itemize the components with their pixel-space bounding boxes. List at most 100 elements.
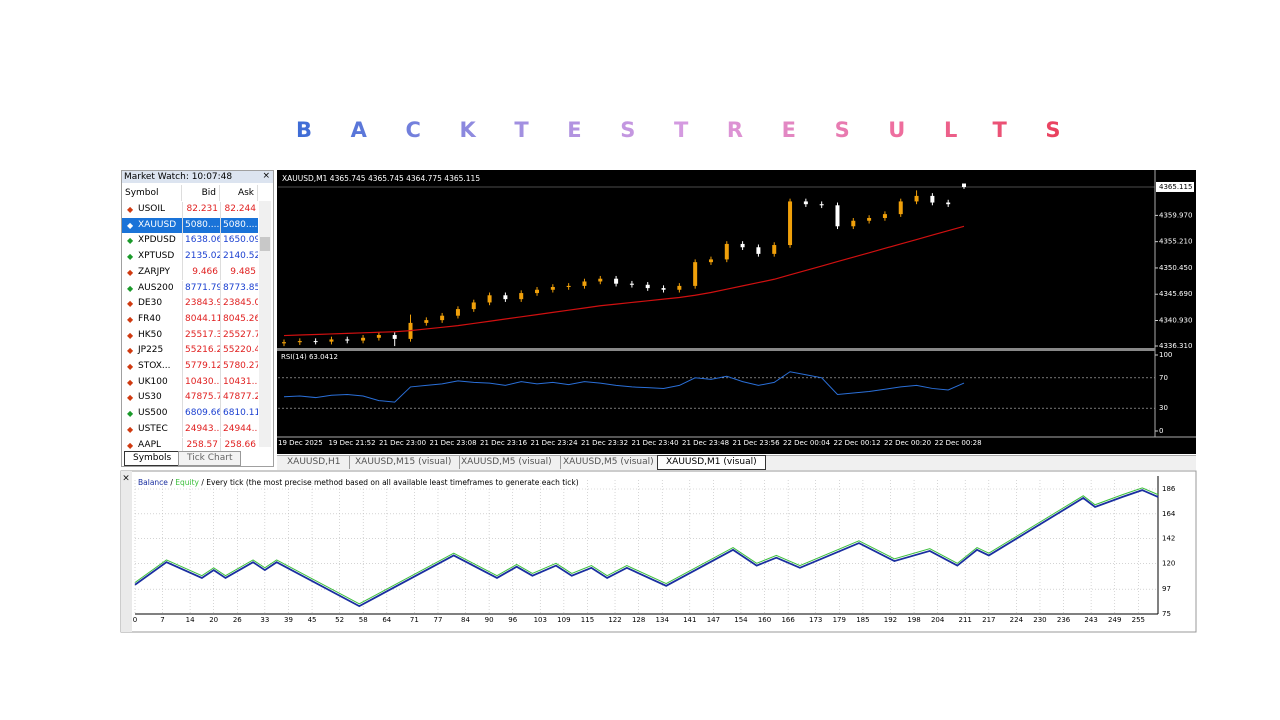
candle-body xyxy=(424,320,429,323)
legend-entry: Equity xyxy=(175,478,199,487)
x-tick-label: 0 xyxy=(133,616,137,624)
chart-tab[interactable]: XAUUSD,M15 (visual) xyxy=(347,456,461,469)
x-tick-label: 185 xyxy=(856,616,869,624)
candle-body xyxy=(962,183,966,187)
rsi-label: RSI(14) 63.0412 xyxy=(281,353,338,361)
y-tick-label: 97 xyxy=(1162,585,1171,593)
x-tick-label: 173 xyxy=(809,616,822,624)
symbol-row[interactable]: ◆ AUS200 8771.79 8773.85 xyxy=(122,280,258,297)
symbol-row[interactable]: ◆ USOIL 82.231 82.244 xyxy=(122,202,258,218)
symbol-row[interactable]: ◆ STOX... 5779.12 5780.27 xyxy=(122,359,258,375)
x-tick-label: 243 xyxy=(1084,616,1097,624)
ask: 9.485 xyxy=(220,264,258,281)
ask: 8045.26 xyxy=(220,311,258,328)
x-tick-label: 96 xyxy=(508,616,517,624)
candle-body xyxy=(313,341,318,343)
symbol-row[interactable]: ◆ JP225 55216.2 55220.4 xyxy=(122,343,258,359)
candle-body xyxy=(803,201,808,205)
ask: 10431.... xyxy=(220,374,258,391)
x-tick-label: 103 xyxy=(534,616,547,624)
candle-body xyxy=(598,278,603,282)
symbol-row[interactable]: ◆ FR40 8044.11 8045.26 xyxy=(122,311,258,328)
symbol-row[interactable]: ◆ AAPL 258.57 258.66 xyxy=(122,437,258,454)
direction-icon: ◆ xyxy=(127,220,133,230)
candle-body xyxy=(629,283,634,285)
chart-tab[interactable]: XAUUSD,M5 (visual) xyxy=(453,456,561,469)
x-tick-label: 154 xyxy=(734,616,748,624)
panel-tab[interactable]: Tick Chart xyxy=(178,451,242,466)
ask: 8773.85 xyxy=(220,280,258,297)
y-tick-label: 75 xyxy=(1162,610,1171,618)
ask: 24944.... xyxy=(220,421,258,438)
x-tick-label: 19 Dec 21:52 xyxy=(329,439,376,447)
symbol-row[interactable]: ◆ DE30 23843.9 23845.0 xyxy=(122,296,258,312)
panel-separator xyxy=(277,348,1155,351)
candle-body xyxy=(329,339,334,342)
symbol-row[interactable]: ◆ XAUUSD 5080.... 5080.... xyxy=(122,217,258,234)
x-tick-label: 147 xyxy=(707,616,720,624)
market-watch: Market Watch: 10:07:48 × Symbol Bid Ask ◆ US… xyxy=(121,170,274,467)
symbol-row[interactable]: ◆ USTEC 24943....24944.... xyxy=(122,421,258,438)
market-watch-title: Market Watch: 10:07:48 xyxy=(122,171,273,183)
direction-icon: ◆ xyxy=(127,409,133,419)
x-tick-label: 166 xyxy=(781,616,795,624)
y-tick-label: 4355.210 xyxy=(1159,238,1192,246)
x-tick-label: 198 xyxy=(907,616,920,624)
candle-body xyxy=(693,262,698,286)
candle-body xyxy=(772,245,777,254)
x-tick-label: 22 Dec 00:04 xyxy=(783,439,831,447)
candle-body xyxy=(519,293,524,300)
x-tick-label: 21 Dec 23:56 xyxy=(733,439,781,447)
panel-tab[interactable]: Symbols xyxy=(124,451,181,466)
chart-tab[interactable]: XAUUSD,M1 (visual) xyxy=(657,455,766,470)
x-tick-label: 90 xyxy=(485,616,494,624)
x-tick-label: 22 Dec 00:28 xyxy=(935,439,982,447)
direction-icon: ◆ xyxy=(127,236,133,246)
symbol: US500 xyxy=(138,408,168,419)
bid: 258.57 xyxy=(182,437,220,454)
y-tick-label: 4340.930 xyxy=(1159,317,1192,325)
candle-body xyxy=(914,195,919,202)
bid: 24943.... xyxy=(182,421,220,438)
symbol-row[interactable]: ◆ HK50 25517.3 25527.7 xyxy=(122,327,258,344)
bid: 5080.... xyxy=(182,217,220,234)
y-tick-label: 164 xyxy=(1162,510,1176,518)
symbol-row[interactable]: ◆ XPDUSD 1638.06 1650.09 xyxy=(122,233,258,250)
rsi-tick-label: 70 xyxy=(1159,374,1168,382)
direction-icon: ◆ xyxy=(127,252,133,262)
legend-entry: Balance xyxy=(138,478,168,487)
x-tick-label: 21 Dec 23:16 xyxy=(480,439,528,447)
symbol: XPTUSD xyxy=(138,251,175,262)
x-tick-label: 224 xyxy=(1010,616,1024,624)
symbol-row[interactable]: ◆ US30 47875.7 47877.2 xyxy=(122,390,258,407)
moving-average xyxy=(283,225,965,337)
y-tick-label: 4345.690 xyxy=(1159,290,1192,298)
direction-icon: ◆ xyxy=(127,424,133,434)
close-icon[interactable]: × xyxy=(122,474,130,484)
ask: 5780.27 xyxy=(220,359,258,375)
chart-tab[interactable]: XAUUSD,M5 (visual) xyxy=(555,456,663,469)
y-tick-label: 4359.970 xyxy=(1159,211,1192,219)
symbol-row[interactable]: ◆ UK100 10430....10431.... xyxy=(122,374,258,391)
candle-body xyxy=(867,217,872,221)
x-tick-label: 21 Dec 23:00 xyxy=(379,439,426,447)
x-tick-label: 33 xyxy=(260,616,269,624)
close-icon[interactable]: × xyxy=(262,171,270,181)
x-tick-label: 21 Dec 23:48 xyxy=(682,439,729,447)
scroll-thumb[interactable] xyxy=(260,237,270,251)
x-tick-label: 58 xyxy=(359,616,368,624)
candle-body xyxy=(835,205,840,227)
symbol-row[interactable]: ◆ XPTUSD 2135.02 2140.52 xyxy=(122,249,258,265)
x-tick-label: 22 Dec 00:12 xyxy=(834,439,881,447)
x-tick-label: 255 xyxy=(1132,616,1145,624)
ask: 23845.0 xyxy=(220,296,258,312)
symbol-row[interactable]: ◆ US500 6809.66 6810.11 xyxy=(122,406,258,422)
x-tick-label: 19 Dec 2025 xyxy=(278,439,323,447)
y-tick-label: 120 xyxy=(1162,559,1175,567)
symbol: AAPL xyxy=(138,439,162,450)
symbol-row[interactable]: ◆ ZARJPY 9.466 9.485 xyxy=(122,264,258,281)
chart-tab[interactable]: XAUUSD,H1 xyxy=(279,456,350,469)
ask: 1650.09 xyxy=(220,233,258,250)
candle-body xyxy=(345,339,350,341)
